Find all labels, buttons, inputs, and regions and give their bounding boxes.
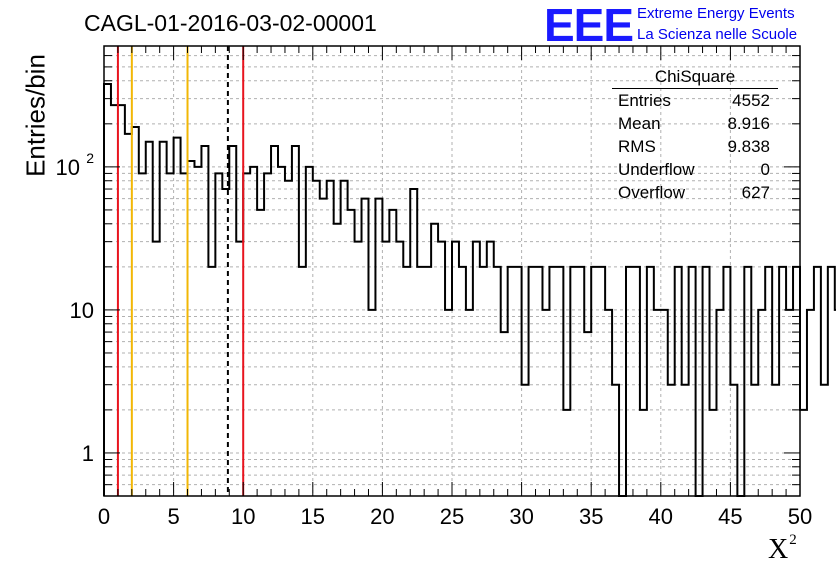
x-tick-label: 25 xyxy=(440,504,464,529)
x-axis-label-base: X xyxy=(768,534,789,565)
stats-row-underflow: Underflow 0 xyxy=(610,158,780,181)
y-tick-label: 10 xyxy=(70,298,94,323)
y-tick-label: 1 xyxy=(82,441,94,466)
x-tick-label: 15 xyxy=(301,504,325,529)
stats-row-entries: Entries 4552 xyxy=(610,89,780,112)
x-axis-label: X2 xyxy=(768,532,797,566)
x-tick-label: 0 xyxy=(98,504,110,529)
x-tick-label: 40 xyxy=(649,504,673,529)
x-tick-label: 5 xyxy=(167,504,179,529)
stats-value: 627 xyxy=(741,183,770,202)
y-tick-exponent: 2 xyxy=(86,150,94,166)
axes-layer: 0 5 10 15 20 25 30 35 40 45 50 1 10 10 2 xyxy=(56,45,812,529)
stats-label: Overflow xyxy=(618,183,686,202)
stats-row-mean: Mean 8.916 xyxy=(610,112,780,135)
stats-label: Mean xyxy=(618,114,661,133)
stats-label: RMS xyxy=(618,137,656,156)
stats-label: Underflow xyxy=(618,160,695,179)
stats-value: 0 xyxy=(760,160,770,179)
logo-line-2: La Scienza nelle Scuole xyxy=(637,26,798,43)
stats-value: 9.838 xyxy=(727,137,770,156)
marker-lines-layer xyxy=(116,46,245,496)
x-tick-label: 30 xyxy=(509,504,533,529)
x-tick-label: 50 xyxy=(788,504,812,529)
stats-box: ChiSquare Entries 4552 Mean 8.916 RMS 9.… xyxy=(610,66,780,204)
stats-value: 4552 xyxy=(732,91,770,110)
x-tick-label: 20 xyxy=(370,504,394,529)
stats-title: ChiSquare xyxy=(612,66,778,89)
y-tick-label: 10 xyxy=(56,155,80,180)
histogram-outline xyxy=(103,82,836,497)
x-axis-label-superscript: 2 xyxy=(789,532,797,548)
eee-logo: EEE Extreme Energy Events La Scienza nel… xyxy=(544,0,836,51)
stats-value: 8.916 xyxy=(727,114,770,133)
stats-row-overflow: Overflow 627 xyxy=(610,181,780,204)
histogram-layer xyxy=(103,82,836,497)
stats-row-rms: RMS 9.838 xyxy=(610,135,780,158)
logo-mark: EEE xyxy=(544,0,634,51)
x-tick-label: 10 xyxy=(231,504,255,529)
x-tick-label: 45 xyxy=(718,504,742,529)
stats-label: Entries xyxy=(618,91,671,110)
chart-title: CAGL-01-2016-03-02-00001 xyxy=(84,10,377,36)
logo-line-1: Extreme Energy Events xyxy=(637,5,795,22)
x-tick-label: 35 xyxy=(579,504,603,529)
